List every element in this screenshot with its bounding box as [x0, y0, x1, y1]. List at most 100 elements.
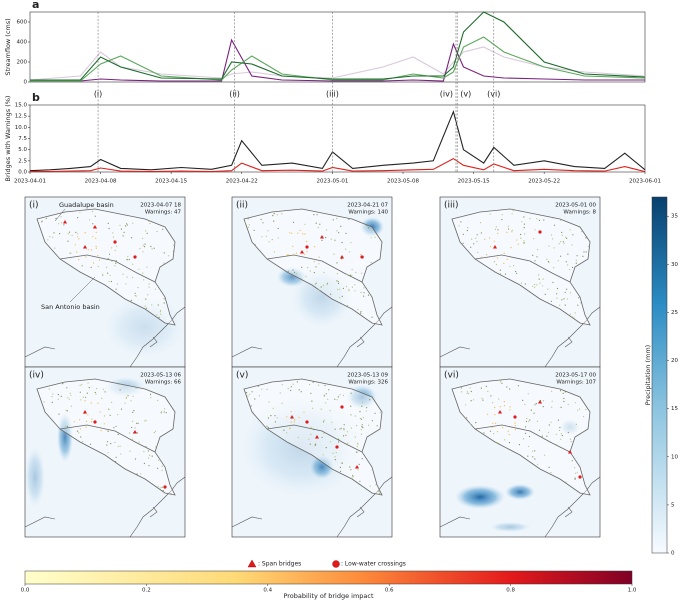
bridge-dot: [78, 432, 80, 434]
bridge-dot: [289, 427, 291, 429]
bridge-dot: [567, 403, 569, 406]
bridge-dot: [68, 398, 70, 400]
event-label: (iv): [440, 90, 453, 99]
bridge-dot: [470, 390, 472, 393]
bridge-dot: [495, 422, 497, 424]
series-line: [30, 36, 646, 82]
bridge-dot: [63, 224, 65, 226]
bridge-dot: [523, 438, 525, 440]
bridge-dot: [574, 402, 576, 404]
bridge-dot: [547, 260, 549, 263]
bridge-dot: [298, 389, 300, 391]
bridge-dot: [481, 397, 483, 399]
precip-cell: [490, 522, 530, 532]
bridge-dot: [125, 397, 127, 399]
bridge-dot: [360, 291, 362, 294]
bridge-dot: [99, 411, 101, 413]
bridge-dot: [141, 237, 144, 239]
bridge-dot: [276, 214, 278, 216]
bridge-dot: [354, 284, 356, 286]
map-label: (iv): [29, 371, 44, 381]
bridge-dot: [317, 227, 319, 229]
bridge-dot: [564, 304, 566, 306]
bridge-dot: [551, 400, 553, 402]
bridge-dot: [90, 266, 92, 268]
colorbar-title: Precipitation (mm): [644, 345, 652, 405]
bridge-dot: [371, 469, 373, 471]
bridge-dot: [172, 250, 175, 252]
bridge-dot: [524, 233, 526, 235]
map-time: 2023-05-13 06: [140, 373, 181, 379]
bridge-dot: [146, 266, 148, 268]
bridge-dot: [95, 231, 97, 233]
colorbar-tick-label: 0.2: [142, 588, 151, 594]
bridge-dot: [374, 412, 376, 414]
coastline: [24, 476, 186, 538]
bridge-dot: [523, 242, 525, 244]
bridge-dot: [330, 238, 332, 240]
bridge-dot: [161, 486, 163, 488]
bridge-dot: [124, 225, 127, 227]
y-axis-label: Streamflow (cms): [4, 18, 12, 75]
basin-outline: [36, 378, 176, 496]
bridge-dot: [170, 493, 172, 495]
bridge-dot: [143, 246, 146, 248]
bridge-dot: [95, 247, 97, 249]
bridge-dot: [51, 401, 53, 403]
bridge-dot: [303, 411, 305, 413]
bridge-dot: [516, 272, 518, 274]
bridge-dot: [541, 435, 543, 437]
bridge-dot: [117, 445, 119, 447]
bridge-dot: [158, 459, 160, 461]
bridge-dot: [325, 402, 327, 404]
bridge-dot: [585, 237, 587, 239]
bridge-dot: [341, 462, 343, 464]
series-line: [30, 157, 646, 173]
bridge-dot: [162, 490, 164, 492]
bridge-dot: [376, 425, 378, 427]
bridge-dot: [304, 223, 306, 225]
bridge-dot: [108, 408, 110, 410]
bridge-dot: [306, 251, 308, 253]
bridge-dot: [547, 288, 549, 290]
bridge-dot: [267, 427, 269, 429]
bridge-dot: [272, 407, 274, 409]
bridge-dot: [534, 229, 536, 231]
bridge-dot: [571, 266, 574, 269]
x-tick-label: 2023-05-08: [387, 179, 419, 185]
bridge-dot: [55, 217, 57, 220]
span-marker: [355, 465, 359, 469]
bridge-dot: [339, 288, 341, 290]
low-water-marker: [305, 245, 309, 249]
bridge-dot: [271, 239, 273, 241]
x-tick-label: 2023-05-01: [316, 179, 348, 185]
bridge-dot: [89, 443, 92, 445]
bridge-dot: [350, 405, 352, 407]
bridge-dot: [312, 381, 314, 383]
bridge-dot: [153, 247, 155, 249]
bridge-dot: [349, 466, 351, 468]
x-tick-label: 2023-04-22: [226, 179, 258, 185]
colorbar-tick-label: 0.4: [263, 588, 272, 594]
bridge-dot: [334, 456, 336, 458]
bridge-dot: [76, 251, 78, 253]
bridge-dot: [92, 236, 94, 238]
bridge-dot: [154, 430, 157, 432]
bridge-dot: [572, 234, 574, 236]
bridge-dot: [537, 463, 539, 465]
low-water-marker: [133, 255, 137, 259]
coastline: [439, 306, 601, 368]
bridge-dot: [527, 455, 529, 457]
bridge-dot: [151, 248, 153, 250]
bridge-dot: [287, 388, 289, 390]
bridge-dot: [558, 243, 560, 245]
bridge-dot: [274, 421, 276, 423]
bridge-dot: [295, 252, 297, 254]
basin-divider: [474, 424, 571, 453]
bridge-dot: [361, 401, 363, 403]
bridge-dot: [359, 480, 361, 482]
bridge-dot: [272, 215, 274, 217]
basin-divider: [59, 254, 156, 283]
bridge-dot: [160, 313, 162, 315]
bridge-dot: [489, 237, 491, 239]
